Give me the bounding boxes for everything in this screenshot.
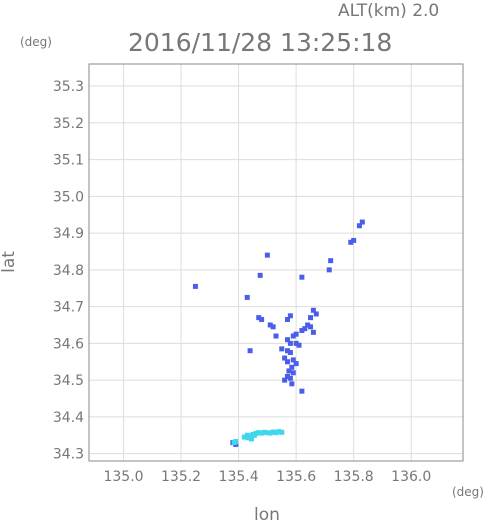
data-point xyxy=(299,274,305,280)
data-point xyxy=(287,313,293,319)
data-point xyxy=(290,357,296,363)
data-point xyxy=(351,237,357,243)
grid xyxy=(89,64,463,461)
data-point xyxy=(287,350,293,356)
plot-frame xyxy=(88,63,464,462)
data-point xyxy=(289,364,295,370)
data-point xyxy=(192,283,198,289)
y-unit-label: (deg) xyxy=(20,35,52,49)
x-axis-label: lon xyxy=(254,505,280,521)
data-point xyxy=(279,429,285,435)
data-point xyxy=(276,429,282,435)
data-point xyxy=(256,315,262,321)
data-point xyxy=(285,373,291,379)
data-point xyxy=(293,361,299,367)
data-point xyxy=(267,322,273,328)
data-point xyxy=(359,219,365,225)
data-point xyxy=(282,377,288,383)
data-point xyxy=(251,432,257,438)
y-axis-label: lat xyxy=(0,251,19,273)
x-tick-label: 135.0 xyxy=(103,469,143,485)
data-point xyxy=(289,381,295,387)
data-point xyxy=(326,267,332,273)
x-tick-label: 135.6 xyxy=(276,469,316,485)
data-point xyxy=(247,348,253,354)
data-point xyxy=(244,294,250,300)
x-tick-label: 135.4 xyxy=(219,469,259,485)
data-marks xyxy=(192,219,365,447)
data-point xyxy=(256,430,262,436)
data-point xyxy=(308,315,314,321)
data-point xyxy=(285,316,291,322)
data-point xyxy=(279,346,285,352)
ticks: 135.0 135.2 135.4 135.6 135.8 136.0 34.3 34.4 34… xyxy=(53,79,431,485)
data-point xyxy=(302,326,308,332)
data-point xyxy=(233,439,239,445)
data-point xyxy=(282,355,288,361)
data-point xyxy=(299,328,305,334)
data-point xyxy=(310,329,316,335)
y-tick-label: 34.4 xyxy=(53,410,84,426)
data-point xyxy=(293,331,299,337)
y-tick-label: 34.8 xyxy=(53,263,84,279)
data-point xyxy=(267,430,273,436)
y-tick-label: 34.5 xyxy=(53,373,84,389)
data-point xyxy=(259,430,265,436)
data-point xyxy=(273,333,279,339)
data-point xyxy=(264,252,270,258)
data-point xyxy=(287,375,293,381)
data-point xyxy=(285,348,291,354)
data-point xyxy=(241,434,247,440)
data-point xyxy=(290,370,296,376)
x-tick-label: 135.2 xyxy=(161,469,201,485)
data-point xyxy=(328,258,334,264)
y-tick-label: 35.2 xyxy=(53,116,84,132)
data-point xyxy=(308,324,314,330)
y-tick-label: 35.1 xyxy=(53,153,84,169)
data-point xyxy=(270,324,276,330)
data-point xyxy=(299,388,305,394)
data-point xyxy=(356,223,362,229)
data-point xyxy=(270,429,276,435)
data-point xyxy=(244,432,250,438)
timestamp-title: 2016/11/28 13:25:18 xyxy=(128,28,392,57)
altitude-label: ALT(km) 2.0 xyxy=(338,1,439,21)
y-tick-label: 34.9 xyxy=(53,226,84,242)
data-point xyxy=(249,436,255,442)
x-unit-label: (deg) xyxy=(452,485,484,499)
data-point xyxy=(305,322,311,328)
y-tick-label: 34.3 xyxy=(53,447,84,463)
data-point xyxy=(286,368,292,374)
data-point xyxy=(348,239,354,245)
data-point xyxy=(287,340,293,346)
data-point xyxy=(310,307,316,313)
y-tick-label: 34.7 xyxy=(53,300,84,316)
data-point xyxy=(296,342,302,348)
data-point xyxy=(293,340,299,346)
data-point xyxy=(257,272,263,278)
data-point xyxy=(273,430,279,436)
x-tick-label: 135.8 xyxy=(334,469,374,485)
x-tick-label: 136.0 xyxy=(391,469,431,485)
data-point xyxy=(259,316,265,322)
data-point xyxy=(290,333,296,339)
y-tick-label: 35.3 xyxy=(53,79,84,95)
y-tick-label: 35.0 xyxy=(53,189,84,205)
data-point xyxy=(246,435,252,441)
data-point xyxy=(313,311,319,317)
y-tick-label: 34.6 xyxy=(53,336,84,352)
data-point xyxy=(285,337,291,343)
data-point xyxy=(261,429,267,435)
data-point xyxy=(264,430,270,436)
data-point xyxy=(285,359,291,365)
